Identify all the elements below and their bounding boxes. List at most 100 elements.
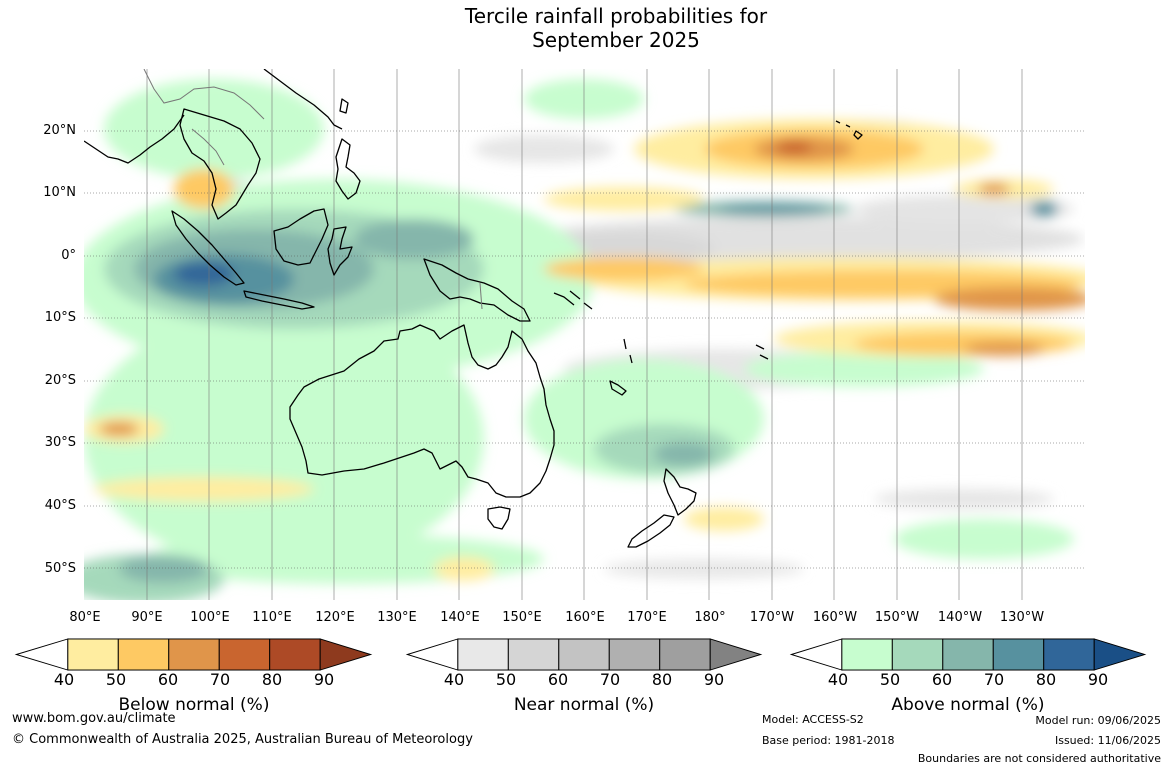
latitude-gridlines — [84, 130, 1085, 569]
below-tick-50: 50 — [105, 670, 127, 689]
near-normal-swatch-6 — [709, 638, 763, 671]
near-normal-title: Near normal (%) — [513, 695, 655, 715]
model-run-text: Model run: 09/06/2025 — [1035, 714, 1161, 727]
lat-label-0: 0° — [61, 248, 76, 263]
near-normal-swatch-4 — [608, 638, 661, 671]
fiji-islands — [755, 344, 769, 360]
lon-label-130e: 130°E — [377, 610, 417, 625]
above-normal-swatch-0 — [789, 638, 843, 671]
probability-map — [84, 69, 1085, 600]
lon-label-110e: 110°E — [252, 610, 292, 625]
above-tick-90: 90 — [1087, 670, 1109, 689]
lat-label-10n: 10°N — [43, 185, 76, 200]
bay-of-bengal-coast — [84, 114, 185, 164]
probability-shading — [84, 79, 1085, 600]
near-normal-swatch-2 — [507, 638, 560, 671]
above-tick-60: 60 — [931, 670, 953, 689]
near-tick-50: 50 — [495, 670, 517, 689]
lon-label-140w: 140°W — [937, 610, 983, 625]
lat-label-30s: 30°S — [44, 435, 76, 450]
website-link[interactable]: www.bom.gov.au/climate — [12, 711, 176, 726]
tasmania-outline — [487, 506, 511, 530]
lat-label-10s: 10°S — [44, 310, 76, 325]
issued-text: Issued: 11/06/2025 — [1054, 734, 1161, 747]
sumatra-outline — [171, 210, 245, 286]
philippines-outline — [335, 138, 361, 200]
above-tick-70: 70 — [983, 670, 1005, 689]
above-normal-title: Above normal (%) — [891, 695, 1045, 715]
vanuatu-islands — [623, 338, 633, 364]
china-coast — [263, 69, 343, 130]
copyright-text: © Commonwealth of Australia 2025, Austra… — [12, 732, 473, 747]
near-tick-90: 90 — [703, 670, 725, 689]
near-tick-60: 60 — [547, 670, 569, 689]
country-borders — [143, 69, 483, 310]
solomon-islands — [553, 290, 593, 310]
new-caledonia-outline — [609, 380, 627, 396]
lon-label-170e: 170°E — [627, 610, 667, 625]
near-tick-40: 40 — [443, 670, 465, 689]
indochina-outline — [179, 108, 261, 220]
new-zealand-south-outline — [627, 514, 675, 548]
near-normal-swatch-5 — [659, 638, 711, 671]
below-tick-90: 90 — [313, 670, 335, 689]
model-text: Model: ACCESS-S2 — [762, 713, 864, 726]
below-normal-swatch-2 — [117, 638, 170, 671]
title-line-2: September 2025 — [532, 28, 700, 52]
near-normal-swatch-0 — [405, 638, 459, 671]
lat-label-40s: 40°S — [44, 498, 76, 513]
lon-label-80e: 80°E — [69, 610, 101, 625]
lat-label-50s: 50°S — [44, 561, 76, 576]
above-normal-swatch-4 — [992, 638, 1045, 671]
lon-label-140e: 140°E — [440, 610, 480, 625]
near-tick-80: 80 — [651, 670, 673, 689]
below-tick-60: 60 — [157, 670, 179, 689]
borneo-outline — [273, 208, 329, 266]
disclaimer-text: Boundaries are not considered authoritat… — [917, 752, 1161, 765]
above-tick-80: 80 — [1035, 670, 1057, 689]
lon-label-130w: 130°W — [999, 610, 1045, 625]
below-normal-swatch-6 — [319, 638, 373, 671]
new-zealand-north-outline — [663, 468, 697, 516]
below-normal-swatch-4 — [218, 638, 271, 671]
below-tick-80: 80 — [261, 670, 283, 689]
lon-label-150w: 150°W — [874, 610, 920, 625]
near-normal-swatch-3 — [558, 638, 610, 671]
lon-label-120e: 120°E — [315, 610, 355, 625]
lon-label-160e: 160°E — [565, 610, 605, 625]
title-line-1: Tercile rainfall probabilities for — [464, 4, 768, 28]
above-normal-swatch-3 — [942, 638, 994, 671]
above-tick-50: 50 — [879, 670, 901, 689]
australia-outline — [289, 324, 555, 498]
above-normal-colorbar — [789, 638, 1147, 671]
lat-label-20s: 20°S — [44, 373, 76, 388]
near-tick-70: 70 — [599, 670, 621, 689]
hawaii-islands — [835, 120, 863, 140]
below-normal-colorbar — [14, 638, 373, 671]
new-guinea-outline — [423, 258, 531, 322]
lon-label-160w: 160°W — [812, 610, 858, 625]
near-normal-swatch-1 — [457, 638, 509, 671]
longitude-gridlines — [146, 69, 1023, 600]
above-normal-swatch-6 — [1093, 638, 1147, 671]
below-normal-swatch-1 — [67, 638, 119, 671]
below-tick-70: 70 — [209, 670, 231, 689]
below-normal-swatch-5 — [269, 638, 321, 671]
lon-label-170w: 170°W — [749, 610, 795, 625]
near-normal-colorbar — [405, 638, 763, 671]
below-normal-title: Below normal (%) — [118, 695, 270, 715]
lon-label-100e: 100°E — [190, 610, 230, 625]
coastlines — [84, 69, 863, 548]
java-outline — [243, 290, 315, 310]
lon-label-90e: 90°E — [131, 610, 163, 625]
above-normal-swatch-5 — [1043, 638, 1095, 671]
taiwan-outline — [339, 98, 349, 114]
sulawesi-outline — [327, 226, 353, 276]
lat-label-20n: 20°N — [43, 123, 76, 138]
below-normal-swatch-0 — [14, 638, 69, 671]
chart-title: Tercile rainfall probabilities for Septe… — [0, 4, 1173, 52]
above-tick-40: 40 — [827, 670, 849, 689]
lon-label-150e: 150°E — [502, 610, 542, 625]
lon-label-180: 180° — [694, 610, 726, 625]
below-normal-swatch-3 — [168, 638, 220, 671]
